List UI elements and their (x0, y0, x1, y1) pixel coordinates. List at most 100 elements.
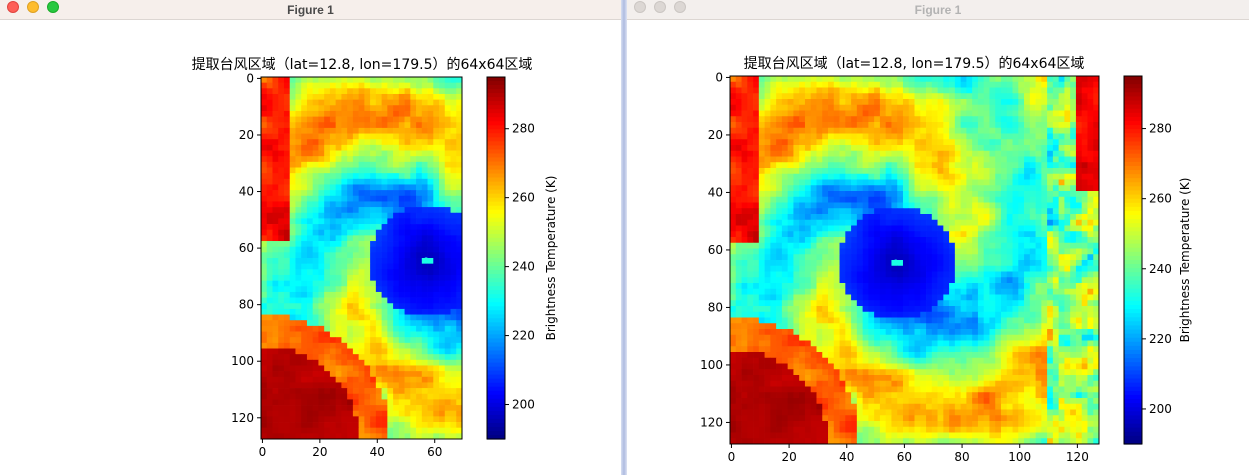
heatmap-cell (301, 133, 308, 140)
heatmap-cell (278, 224, 285, 231)
heatmap-cell (764, 271, 771, 278)
heatmap-cell (960, 99, 967, 106)
heatmap-cell (804, 214, 812, 221)
heatmap-cell (1018, 283, 1025, 290)
heatmap-cell (347, 77, 354, 84)
heatmap-cell (329, 331, 337, 338)
heatmap-cell (295, 190, 302, 197)
heatmap-cell (266, 201, 273, 208)
heatmap-cell (341, 127, 348, 134)
heatmap-cell (879, 242, 887, 249)
heatmap-cell (370, 371, 377, 378)
window-titlebar[interactable]: Figure 1 (627, 0, 1249, 20)
heatmap-cell (758, 306, 765, 313)
maximize-window-button[interactable] (674, 1, 686, 13)
heatmap-cell (278, 178, 285, 185)
heatmap-cell (966, 76, 973, 83)
heatmap-cell (306, 269, 314, 276)
heatmap-cell (995, 300, 1002, 307)
heatmap-cell (1075, 271, 1083, 278)
heatmap-cell (266, 139, 273, 146)
heatmap-cell (787, 248, 794, 255)
heatmap-cell (1070, 283, 1077, 290)
heatmap-cell (306, 252, 314, 259)
heatmap-cell (770, 202, 777, 209)
heatmap-cell (856, 139, 863, 146)
heatmap-cell (421, 263, 428, 270)
heatmap-cell (1024, 133, 1031, 140)
heatmap-cell (375, 342, 382, 349)
heatmap-cell (1012, 248, 1019, 255)
heatmap-cell (1047, 179, 1054, 186)
heatmap-cell (404, 433, 411, 440)
heatmap-cell (943, 237, 950, 244)
heatmap-cell (318, 359, 325, 366)
heatmap-cell (266, 286, 273, 293)
heatmap-cell (266, 405, 273, 412)
heatmap-cell (1035, 87, 1042, 94)
heatmap-cell (306, 297, 314, 304)
heatmap-cell (1087, 288, 1094, 295)
close-window-button[interactable] (634, 1, 646, 13)
heatmap-cell (1035, 231, 1042, 238)
heatmap-cell (914, 162, 921, 169)
heatmap-cell (335, 422, 342, 429)
heatmap-cell (937, 139, 944, 146)
heatmap-cell (914, 271, 921, 278)
heatmap-cell (810, 208, 817, 215)
heatmap-cell (1012, 254, 1019, 261)
heatmap-cell (747, 254, 754, 261)
minimize-window-button[interactable] (654, 1, 666, 13)
heatmap-cell (914, 225, 921, 232)
heatmap-cell (1052, 139, 1059, 146)
heatmap-cell (444, 320, 451, 327)
heatmap-cell (908, 185, 915, 192)
heatmap-cell (306, 308, 314, 315)
heatmap-cell (856, 231, 863, 238)
heatmap-cell (914, 277, 921, 284)
heatmap-cell (995, 122, 1002, 129)
heatmap-cell (272, 167, 279, 174)
maximize-window-button[interactable] (47, 1, 59, 13)
heatmap-cell (1070, 145, 1077, 152)
heatmap-cell (1081, 168, 1088, 175)
heatmap-cell (753, 104, 760, 111)
heatmap-cell (416, 178, 423, 185)
heatmap-cell (758, 214, 765, 221)
heatmap-cell (289, 371, 296, 378)
heatmap-cell (266, 252, 273, 259)
heatmap-cell (439, 201, 446, 208)
close-window-button[interactable] (7, 1, 19, 13)
heatmap-cell (989, 110, 996, 117)
heatmap-cell (926, 196, 933, 203)
heatmap-cell (851, 260, 858, 267)
heatmap-cell (839, 127, 846, 134)
window-titlebar[interactable]: Figure 1 (0, 0, 621, 20)
heatmap-cell (799, 214, 806, 221)
heatmap-cell (456, 167, 463, 174)
heatmap-cell (989, 127, 996, 134)
minimize-window-button[interactable] (27, 1, 39, 13)
heatmap-cell (926, 104, 933, 111)
heatmap-cell (341, 382, 348, 389)
heatmap-cell (283, 150, 291, 157)
heatmap-cell (885, 127, 892, 134)
heatmap-cell (862, 254, 869, 261)
heatmap-cell (1064, 231, 1071, 238)
heatmap-cell (781, 277, 789, 284)
heatmap-cell (989, 150, 996, 157)
heatmap-cell (410, 433, 417, 440)
heatmap-cell (266, 297, 273, 304)
heatmap-cell (387, 286, 394, 293)
heatmap-cell (1087, 265, 1094, 272)
heatmap-cell (341, 110, 348, 117)
heatmap-cell (804, 242, 812, 249)
heatmap-cell (943, 214, 950, 221)
heatmap-cell (278, 235, 285, 242)
heatmap-cell (926, 156, 933, 163)
heatmap-cell (387, 235, 394, 242)
heatmap-cell (370, 116, 377, 123)
colorbar-segment (487, 225, 505, 231)
heatmap-cell (793, 145, 800, 152)
colorbar-segment (487, 318, 505, 323)
